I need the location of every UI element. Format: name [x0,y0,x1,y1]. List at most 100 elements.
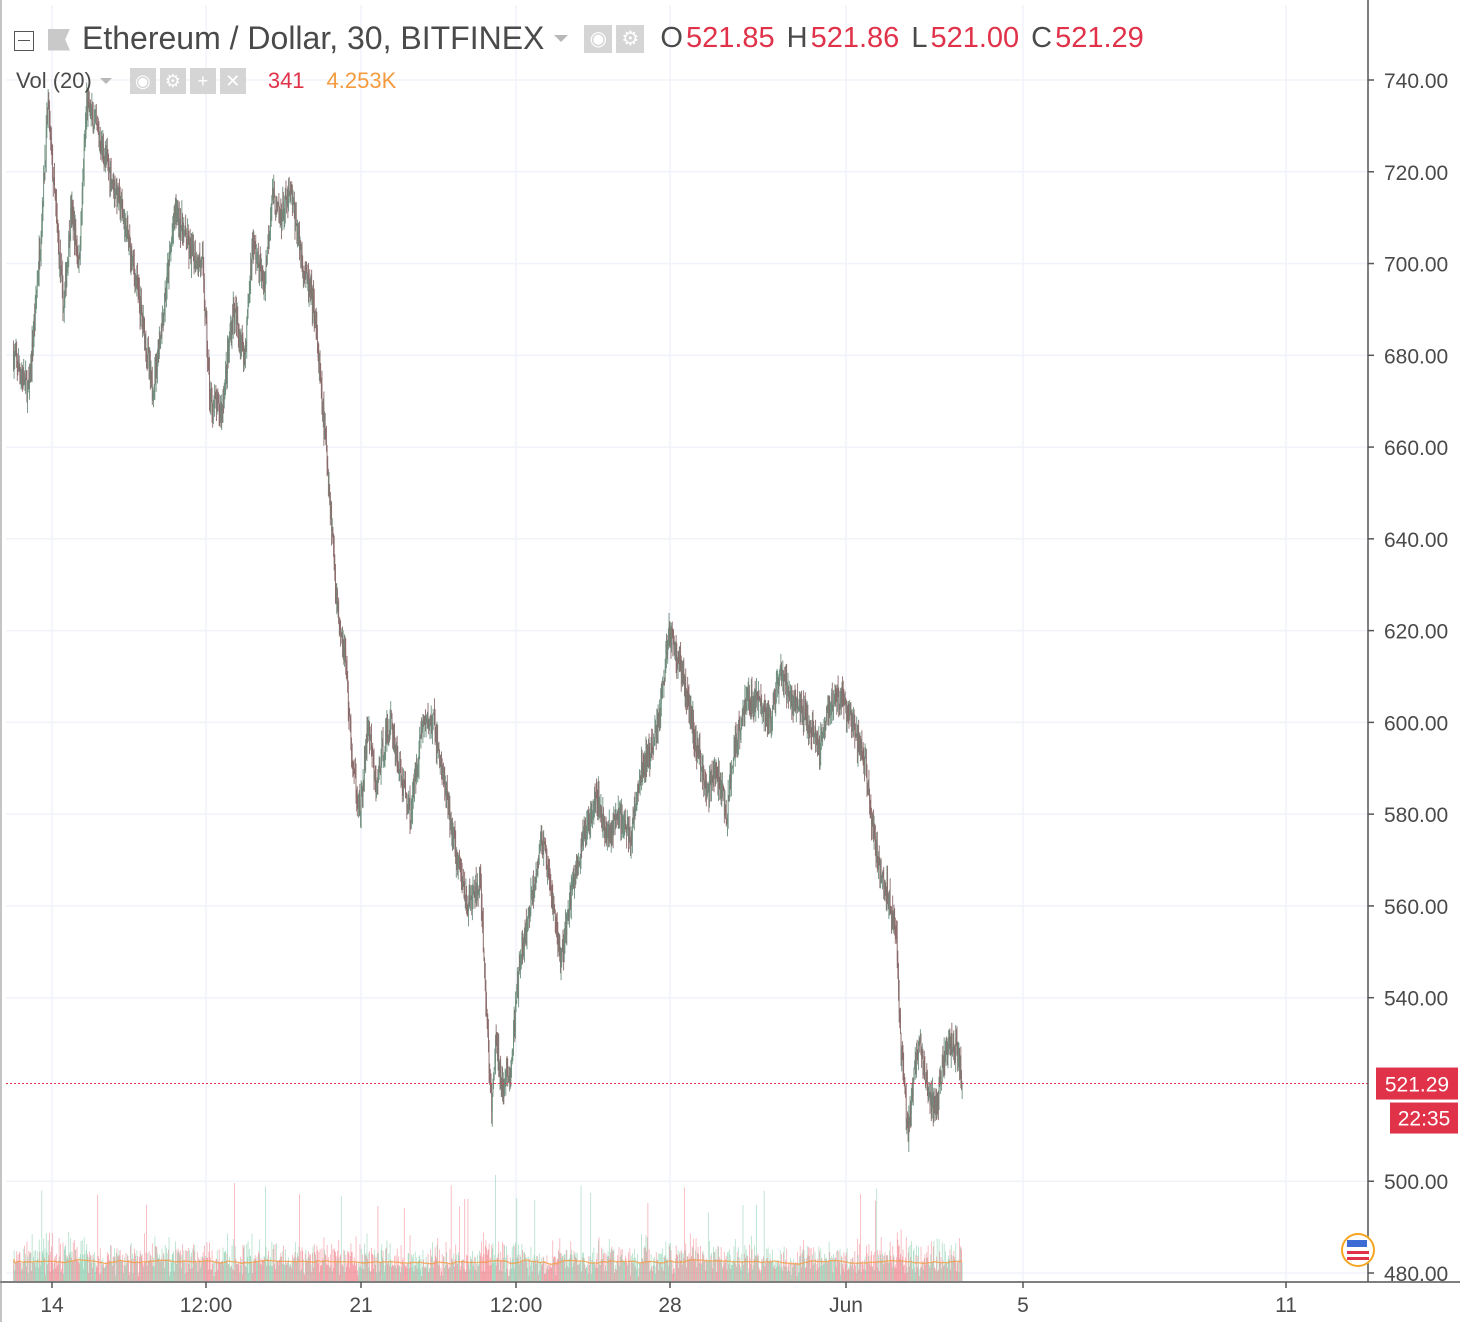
volume-bar [648,1249,650,1281]
volume-bar [955,1271,957,1281]
candle-body [41,224,43,241]
volume-bar [852,1257,854,1281]
volume-bar [834,1259,836,1281]
eye-icon[interactable]: ◉ [129,68,156,94]
candle-body [550,884,552,887]
volume-bar [318,1251,320,1281]
volume-bar [734,1239,736,1281]
close-icon[interactable]: ✕ [219,68,246,94]
candle-body [891,909,892,919]
candle-body [873,829,875,835]
volume-bars [13,1174,963,1281]
volume-bar [565,1267,567,1281]
candle-body [594,792,596,804]
candle-body [635,802,637,809]
candle-body [742,712,744,722]
us-flag-icon[interactable] [1341,1233,1375,1267]
chevron-down-icon[interactable] [99,78,112,84]
volume-bar [555,1275,557,1281]
volume-label[interactable]: Vol (20) [16,68,92,93]
candle-body [781,666,782,681]
volume-bar [201,1262,203,1281]
candle-body [66,269,68,286]
candle-body [656,723,658,739]
volume-bar [226,1253,228,1281]
candle-body [130,246,132,262]
candle-body [130,244,131,262]
volume-bar [259,1239,261,1281]
chevron-down-icon[interactable] [554,35,569,42]
candle-body [774,693,775,700]
candle-body [870,807,872,818]
volume-bar [653,1257,655,1281]
candle-body [45,160,46,161]
volume-bar [364,1255,366,1281]
volume-bar [759,1270,761,1281]
volume-bar [466,1255,468,1281]
candle-body [830,709,831,713]
volume-bar [592,1263,594,1281]
volume-bar [178,1252,180,1281]
candle-body [238,325,239,333]
candle-body [530,892,532,913]
volume-bar [467,1198,469,1281]
collapse-legend-icon[interactable] [14,30,34,51]
candle-body [614,815,615,819]
candle-body [936,1094,938,1114]
volume-bar [44,1248,46,1281]
candle-body [292,202,294,208]
candle-body [833,698,835,700]
candle-body [333,544,335,565]
volume-bar [689,1259,691,1281]
candle-body [346,668,348,678]
plus-icon[interactable]: + [189,68,216,94]
candle-body [921,1056,923,1059]
candle-body [636,796,638,803]
candle-body [109,167,111,183]
symbol-title[interactable]: Ethereum / Dollar, 30, BITFINEX [82,20,545,56]
candle-body [187,234,189,244]
candle-body [437,747,439,749]
candle-body [283,202,284,219]
volume-bar [896,1257,898,1281]
volume-bar [520,1256,522,1281]
candle-body [795,705,797,710]
candle-body [298,229,300,242]
flag-icon[interactable] [48,28,70,51]
volume-bar [592,1252,594,1281]
gear-icon[interactable]: ⚙ [159,68,186,94]
candle-body [943,1051,945,1072]
candle-body [347,691,349,708]
candle-body [33,319,35,336]
volume-bar [196,1262,198,1281]
candle-body [602,809,604,826]
eye-icon[interactable]: ◉ [584,24,613,53]
volume-bar [714,1252,716,1281]
volume-bar [629,1248,631,1281]
volume-bar [433,1261,435,1281]
candle-body [578,861,579,863]
candle-body [740,728,742,732]
volume-bar [841,1257,843,1281]
candle-body [84,142,86,149]
volume-bar [686,1256,688,1281]
candle-body [398,770,400,774]
volume-bar [646,1251,647,1281]
volume-bar [907,1252,909,1281]
volume-bar [575,1252,577,1281]
volume-bar [775,1260,777,1281]
candle-body [145,334,147,352]
volume-bar [820,1248,822,1281]
candle-body [733,743,735,761]
candle-body [383,754,385,757]
candle-body [220,405,221,414]
candle-body [696,753,698,757]
gear-icon[interactable]: ⚙ [616,24,645,53]
candle-body [721,786,723,802]
volume-bar [893,1255,894,1281]
volume-bar [938,1239,940,1281]
candle-body [182,216,183,232]
candle-body [785,679,787,683]
candle-body [864,757,866,769]
